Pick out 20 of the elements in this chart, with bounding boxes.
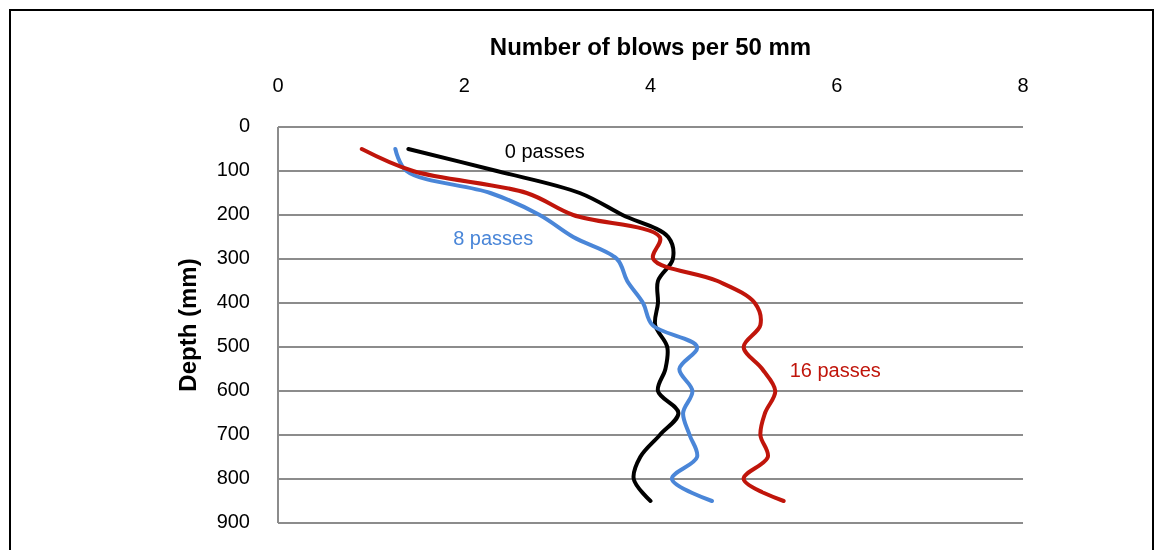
y-tick-label: 600 [216,378,250,401]
y-tick-label: 500 [216,334,250,357]
y-tick-label: 800 [216,466,250,489]
y-tick-label: 700 [216,422,250,445]
x-tick-label: 6 [831,74,843,96]
y-axis-title: Depth (mm) [174,258,202,392]
x-tick-label: 8 [1017,74,1029,96]
y-tick-label: 400 [216,290,250,313]
y-tick-label: 300 [216,246,250,269]
x-axis-title: Number of blows per 50 mm [489,33,812,60]
y-tick-label: 100 [216,158,250,181]
y-tick-label: 200 [216,202,250,225]
y-tick-label: 0 [238,114,250,137]
series-label: 0 passes [504,140,585,163]
y-tick-label: 900 [216,510,250,533]
x-tick-label: 2 [458,74,470,96]
series-label: 8 passes [453,227,534,250]
x-tick-label: 4 [644,74,657,96]
x-tick-label: 0 [272,74,284,96]
series-label: 16 passes [789,359,881,382]
